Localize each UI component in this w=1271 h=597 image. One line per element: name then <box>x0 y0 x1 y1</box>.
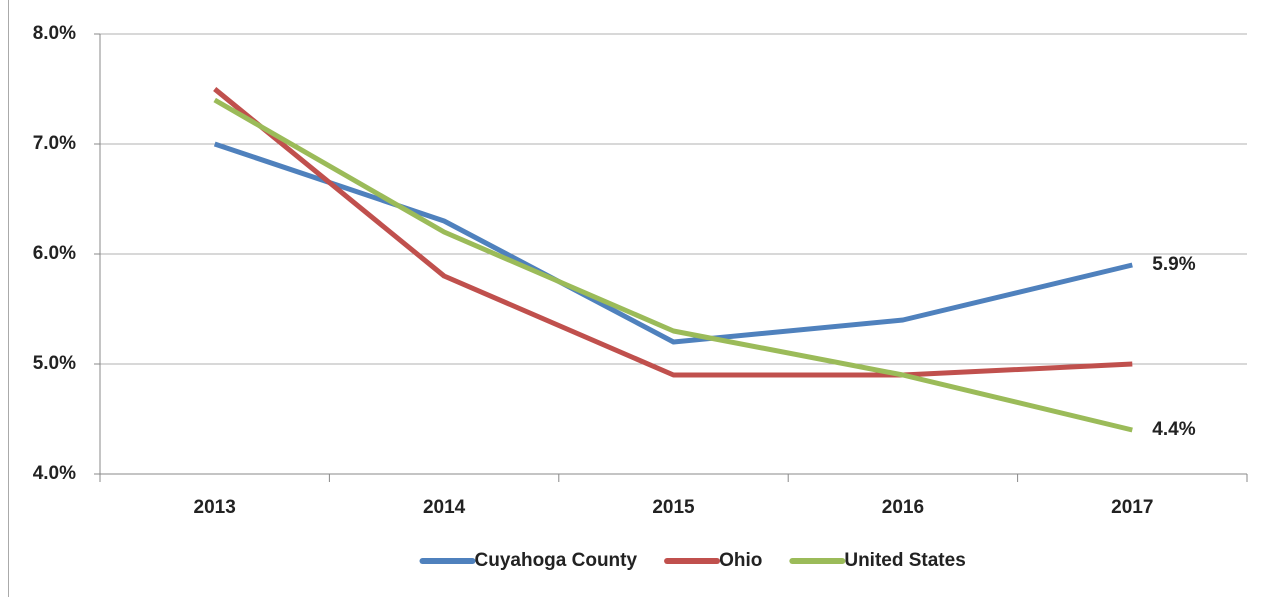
x-tick-label: 2014 <box>423 497 466 518</box>
data-label: 4.4% <box>1152 419 1195 440</box>
series-line <box>213 97 1133 433</box>
x-tick-label: 2015 <box>652 497 695 518</box>
y-tick-label: 7.0% <box>33 133 76 154</box>
y-tick-label: 6.0% <box>33 243 76 264</box>
legend-label: United States <box>844 550 965 571</box>
x-tick-label: 2017 <box>1111 497 1153 518</box>
x-tick-label: 2013 <box>194 497 236 518</box>
y-tick-label: 4.0% <box>33 463 76 484</box>
series-line <box>213 87 1133 378</box>
legend-label: Ohio <box>719 550 762 571</box>
data-label: 5.9% <box>1152 254 1195 275</box>
legend-label: Cuyahoga County <box>475 550 638 571</box>
series-line <box>213 141 1133 345</box>
x-tick-label: 2016 <box>882 497 924 518</box>
y-tick-label: 8.0% <box>33 23 76 44</box>
y-tick-label: 5.0% <box>33 353 76 374</box>
